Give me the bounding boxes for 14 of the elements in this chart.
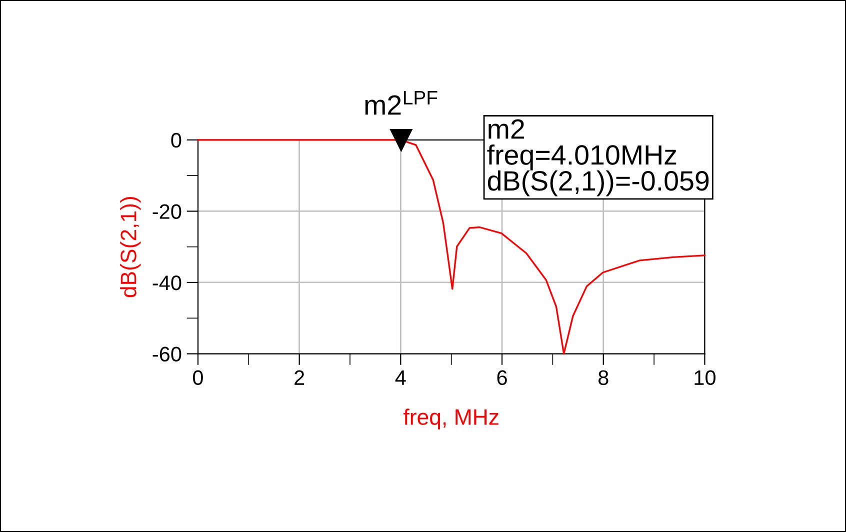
y-tick-label: 0 bbox=[171, 132, 182, 148]
x-tick-label: 4 bbox=[395, 370, 406, 385]
annotation: m2 freq=4.010MHz dB(S(2,1))=-0.059 bbox=[487, 119, 709, 196]
annotation: m2$^{LPF}$ bbox=[365, 91, 438, 115]
x-tick-label: 2 bbox=[294, 370, 304, 385]
x-tick-label: 10 bbox=[694, 370, 716, 386]
x-axis-title: freq, MHz bbox=[404, 408, 498, 430]
y-tick-label: -20 bbox=[152, 204, 182, 219]
x-tick-label: 0 bbox=[192, 370, 203, 386]
y-tick-label: -60 bbox=[152, 346, 182, 362]
y-axis-title: dB(S(2,1)) bbox=[120, 196, 141, 298]
y-tick-label: -40 bbox=[152, 275, 182, 290]
x-tick-label: 6 bbox=[497, 370, 507, 386]
x-tick-label: 8 bbox=[598, 370, 608, 386]
